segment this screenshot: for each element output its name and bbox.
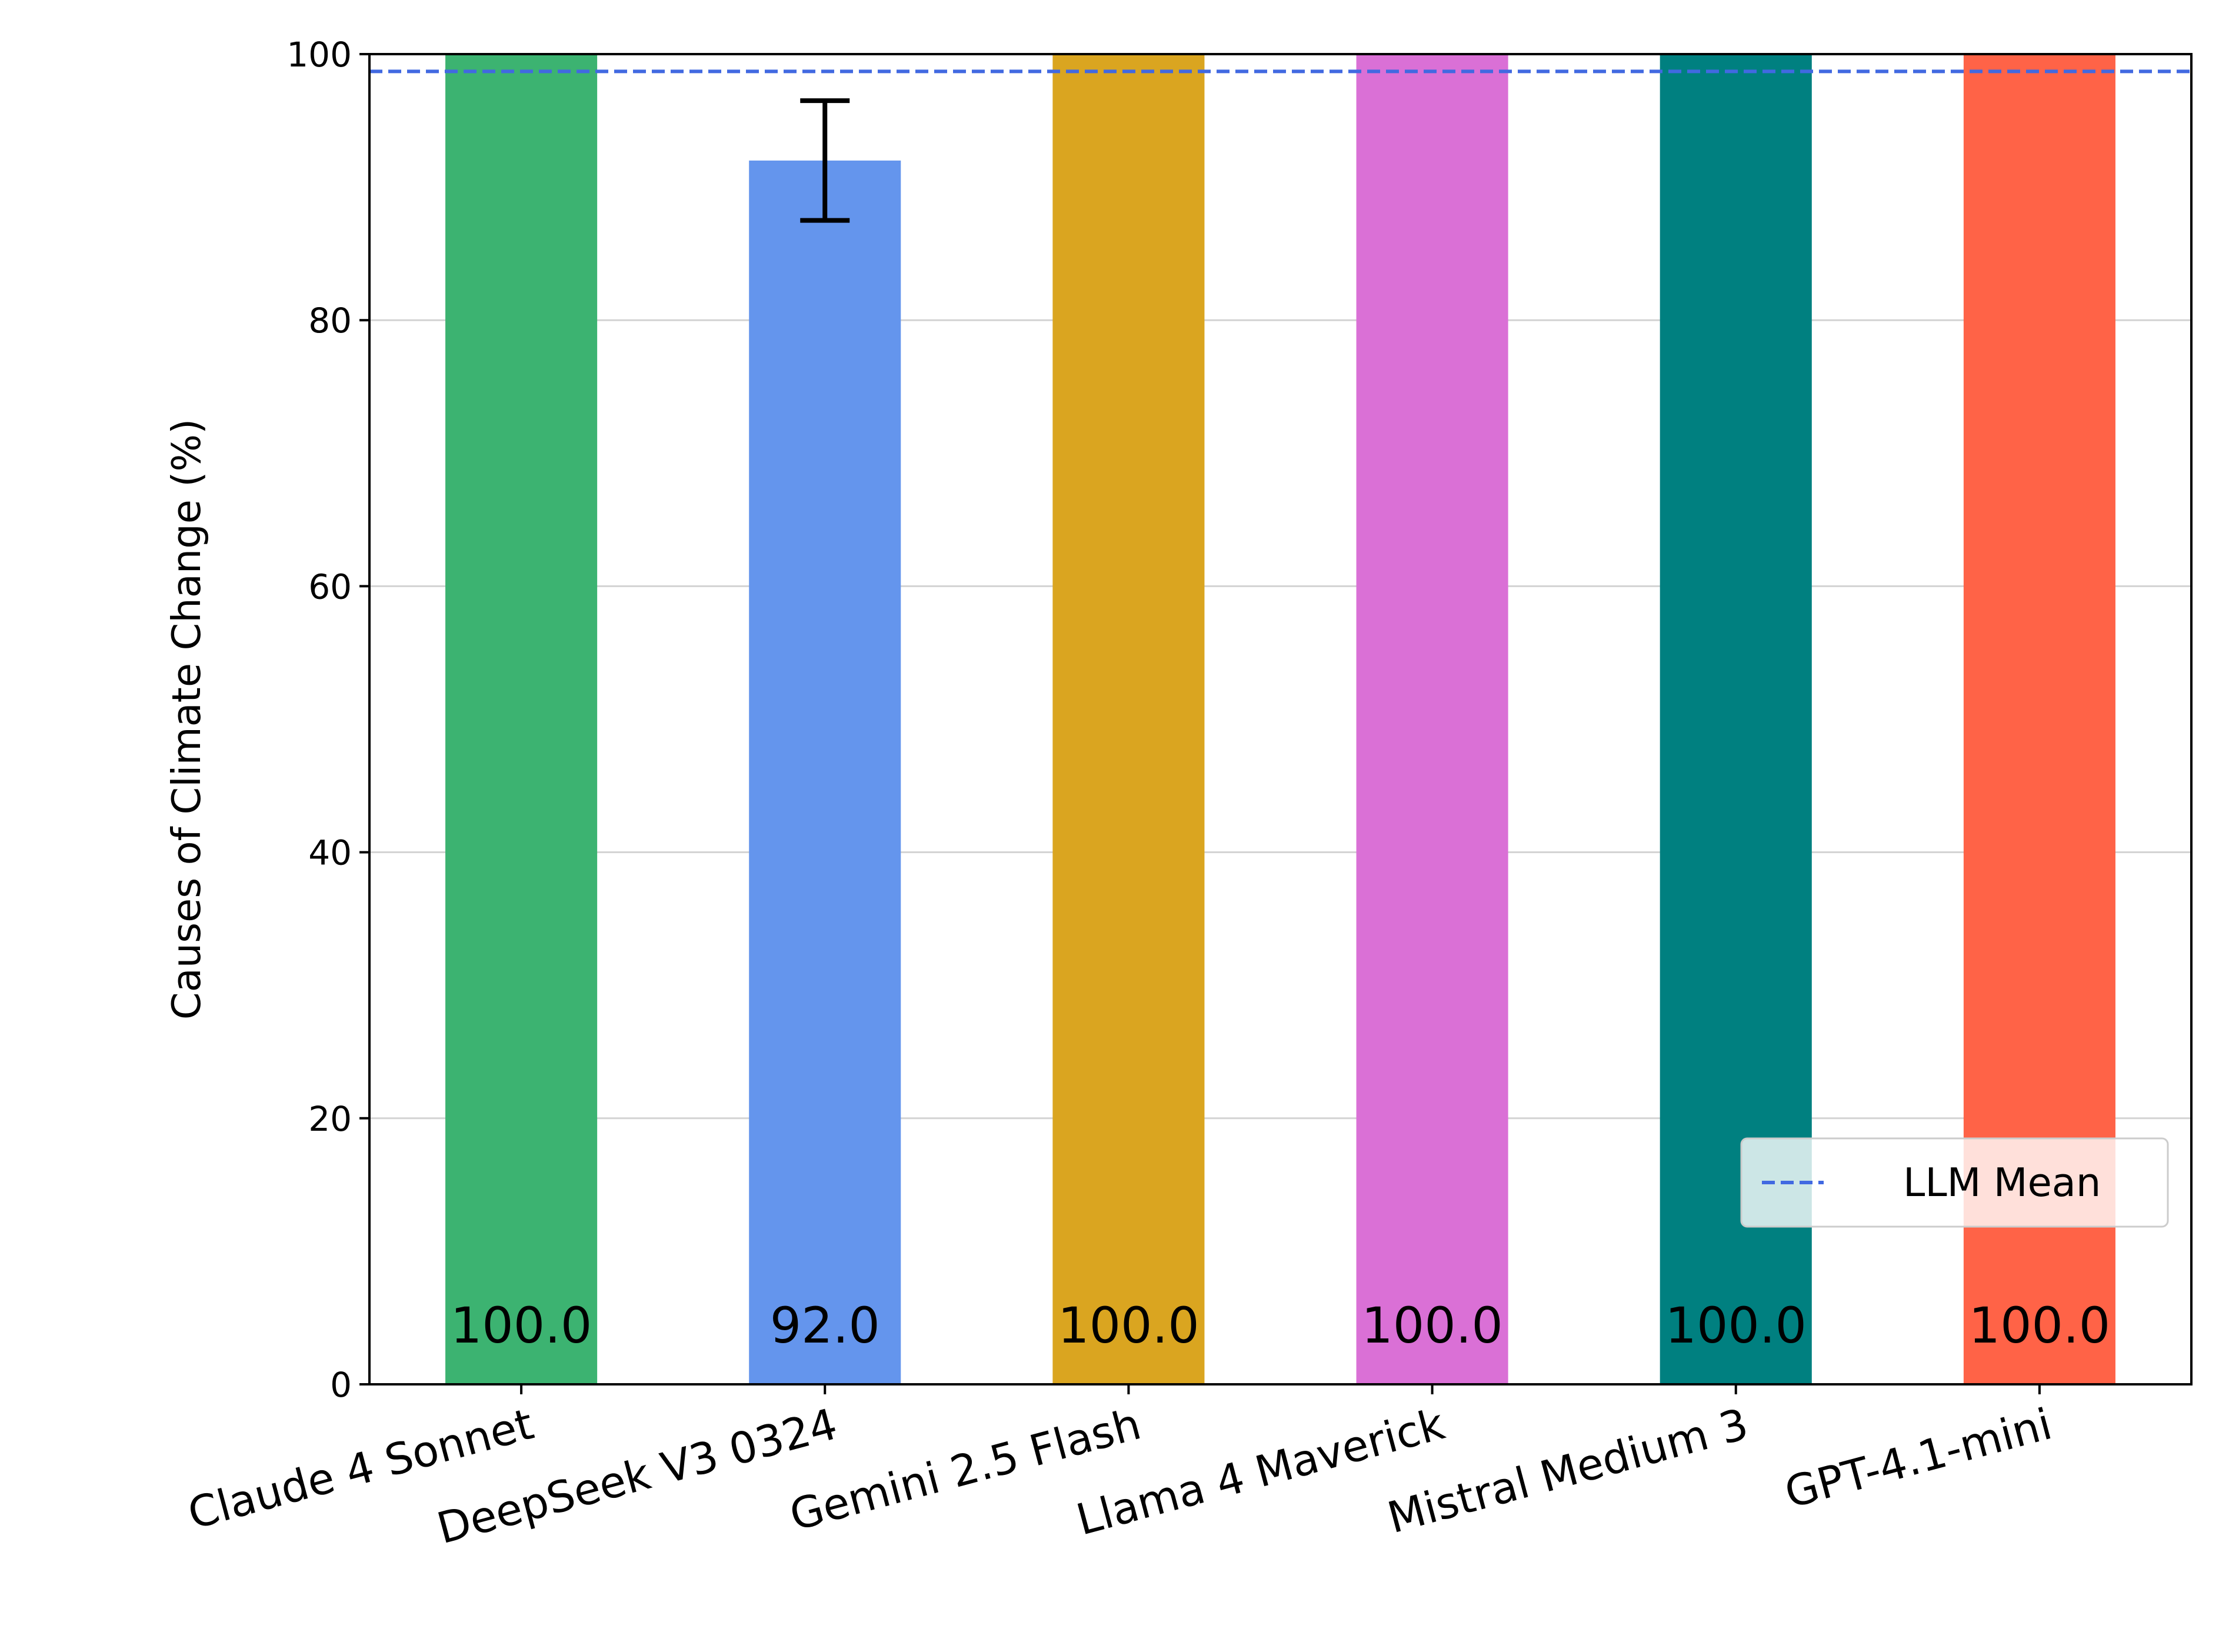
bar-value-label: 100.0: [1058, 1297, 1199, 1354]
bar-value-label: 100.0: [451, 1297, 592, 1354]
y-axis-title: Causes of Climate Change (%): [164, 419, 209, 1020]
y-axis-ticks: 0 20 40 60 80 100: [286, 35, 369, 1405]
y-tick-label: 80: [308, 301, 352, 341]
y-tick-label: 40: [308, 833, 352, 873]
y-tick-label: 0: [330, 1365, 352, 1405]
bar: [1052, 54, 1205, 1384]
plot-frame: [368, 53, 2193, 1385]
bar-value-labels: 100.0 92.0 100.0 100.0 100.0 100.0: [451, 1297, 2110, 1354]
legend-label-llm-mean: LLM Mean: [1903, 1160, 2101, 1205]
legend-box: [1740, 1137, 2169, 1228]
bar-value-label: 100.0: [1969, 1297, 2110, 1354]
bar: [1356, 54, 1508, 1384]
error-bars: [800, 98, 850, 223]
y-tick-label: 20: [308, 1099, 352, 1139]
x-tick-label: GPT-4.1-mini: [1780, 1399, 2057, 1518]
bar-value-label: 100.0: [1665, 1297, 1807, 1354]
bar-value-label: 92.0: [770, 1297, 880, 1354]
bar: [445, 54, 598, 1384]
y-tick-label: 60: [308, 567, 352, 607]
y-tick-label: 100: [286, 35, 352, 75]
bar: [749, 160, 901, 1385]
gridlines: [369, 319, 2191, 1120]
legend: LLM Mean: [1740, 1137, 2169, 1228]
bar-value-label: 100.0: [1361, 1297, 1502, 1354]
